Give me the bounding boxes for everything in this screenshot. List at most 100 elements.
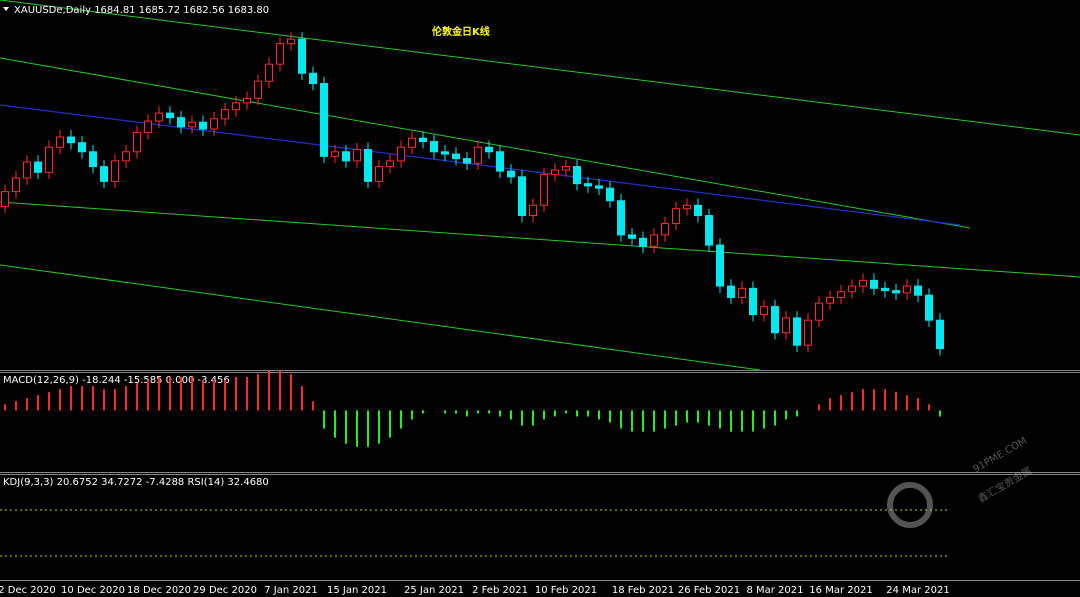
candle-body	[364, 149, 372, 182]
x-tick-label: 24 Mar 2021	[886, 585, 949, 596]
candle-body	[331, 151, 339, 157]
candle-body	[166, 112, 174, 119]
candle-body	[254, 80, 262, 99]
candle-body	[78, 142, 86, 153]
candle-body	[903, 285, 911, 294]
candle-body	[738, 287, 746, 298]
candle-body	[67, 136, 75, 144]
candle-body	[628, 234, 636, 239]
candle-body	[716, 244, 724, 287]
candle-body	[705, 215, 713, 246]
candle-body	[89, 151, 97, 168]
candle-body	[386, 160, 394, 168]
candle-body	[562, 166, 570, 171]
candle-body	[496, 151, 504, 172]
candle-body	[342, 151, 350, 162]
x-tick-label: 25 Jan 2021	[404, 585, 464, 596]
candle-body	[408, 137, 416, 148]
candle-body	[375, 166, 383, 182]
candle-body	[859, 279, 867, 287]
candle-body	[694, 204, 702, 217]
candle-body	[815, 302, 823, 321]
candle-body	[749, 287, 757, 316]
candle-body	[276, 43, 284, 65]
candle-body	[122, 151, 130, 162]
x-tick-label: 10 Dec 2020	[61, 585, 125, 596]
x-tick-label: 18 Dec 2020	[127, 585, 191, 596]
candle-body	[243, 97, 251, 104]
candle-body	[452, 153, 460, 160]
x-tick-label: 29 Dec 2020	[193, 585, 257, 596]
candle-body	[287, 38, 295, 45]
candle-body	[320, 83, 328, 157]
candle-body	[353, 149, 361, 162]
candle-body	[1, 191, 9, 207]
x-tick-label: 2 Dec 2020	[0, 585, 56, 596]
candle-body	[925, 294, 933, 321]
x-tick-label: 15 Jan 2021	[327, 585, 387, 596]
candle-body	[111, 160, 119, 182]
x-tick-label: 26 Feb 2021	[678, 585, 740, 596]
x-tick-label: 8 Mar 2021	[746, 585, 803, 596]
candle-body	[155, 112, 163, 122]
candle-body	[23, 161, 31, 179]
candle-body	[397, 146, 405, 162]
candle-body	[265, 63, 273, 82]
menu-arrow	[3, 7, 9, 11]
candle-body	[760, 306, 768, 316]
candle-body	[595, 185, 603, 189]
candle-body	[683, 204, 691, 210]
candle-body	[34, 161, 42, 173]
candle-body	[474, 146, 482, 164]
candle-body	[837, 291, 845, 298]
candle-body	[133, 131, 141, 153]
x-tick-label: 2 Feb 2021	[472, 585, 528, 596]
kdj-header: KDJ(9,3,3) 20.6752 34.7272 -7.4288 RSI(1…	[3, 477, 269, 488]
candle-body	[727, 285, 735, 298]
candle-body	[518, 176, 526, 217]
candle-body	[661, 222, 669, 236]
candle-body	[914, 285, 922, 296]
candle-body	[793, 317, 801, 346]
trend-lines	[0, 0, 1080, 371]
candle-body	[309, 72, 317, 85]
candle-body	[463, 158, 471, 164]
candle-body	[430, 141, 438, 153]
x-tick-label: 10 Feb 2021	[535, 585, 597, 596]
candle-body	[606, 187, 614, 202]
candle-body	[210, 118, 218, 130]
candle-body	[639, 237, 647, 247]
candle-body	[573, 166, 581, 185]
candle-body	[485, 146, 493, 153]
x-tick-label: 7 Jan 2021	[264, 585, 318, 596]
candle-body	[650, 234, 658, 247]
candle-body	[419, 137, 427, 143]
candle-body	[617, 200, 625, 236]
candle-body	[881, 287, 889, 292]
candle-body	[540, 174, 548, 206]
candle-body	[892, 290, 900, 294]
candle-body	[782, 317, 790, 334]
candle-body	[936, 319, 944, 350]
candle-body	[529, 204, 537, 217]
candle-body	[100, 166, 108, 182]
x-tick-label: 18 Feb 2021	[612, 585, 674, 596]
candle-body	[551, 169, 559, 176]
candle-body	[144, 120, 152, 133]
candle-body	[232, 102, 240, 111]
candle-body	[298, 38, 306, 74]
candle-body	[672, 208, 680, 224]
candle-body	[584, 183, 592, 187]
candle-body	[441, 151, 449, 155]
long-ma-line	[0, 104, 961, 226]
candle-body	[56, 136, 64, 148]
symbol-header: XAUUSDe,Daily 1684.81 1685.72 1682.56 16…	[14, 5, 269, 16]
candle-body	[188, 121, 196, 128]
x-tick-label: 16 Mar 2021	[809, 585, 872, 596]
candle-body	[12, 177, 20, 193]
chart-title: 伦敦金日K线	[432, 25, 490, 38]
candle-body	[870, 279, 878, 289]
candle-body	[826, 296, 834, 304]
